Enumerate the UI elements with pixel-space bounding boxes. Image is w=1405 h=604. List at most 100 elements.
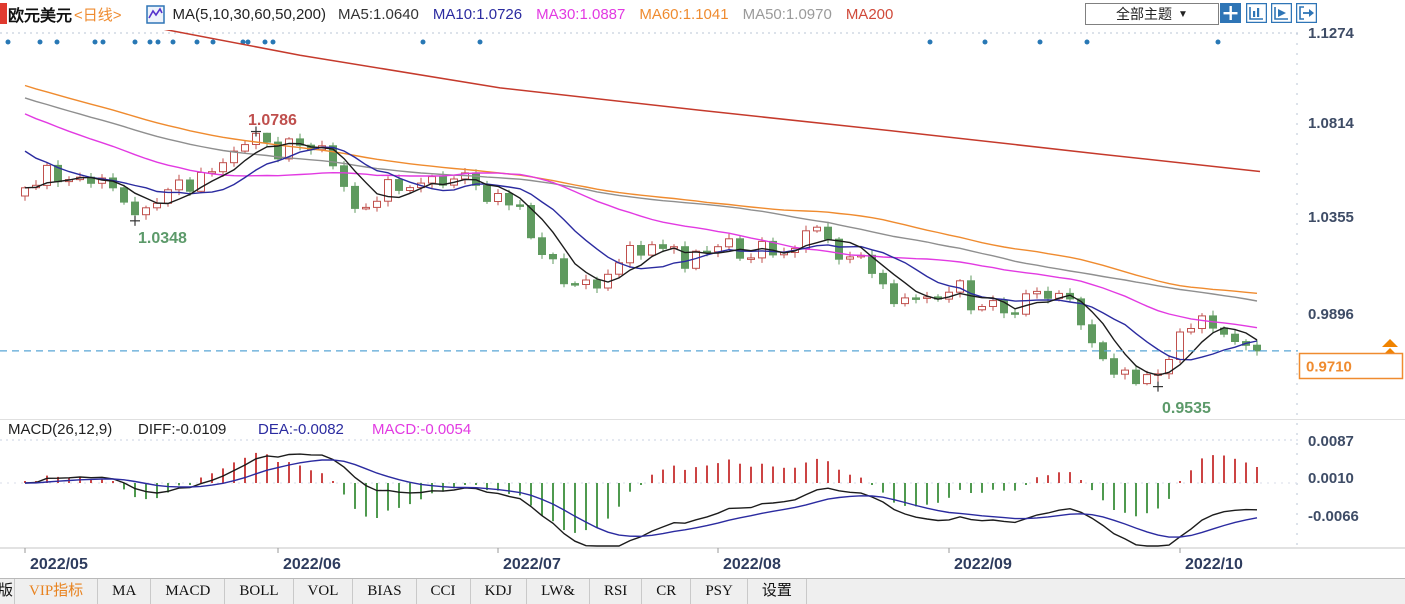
macd-macd-value: MACD:-0.0054 — [372, 421, 471, 438]
candle-body — [428, 176, 436, 184]
candle-body — [1044, 290, 1052, 299]
candle-body — [1231, 333, 1239, 343]
ma50-line — [24, 97, 1258, 302]
price-axis-label: 1.1274 — [1308, 25, 1355, 42]
candle-body — [351, 185, 359, 209]
candle-body — [384, 179, 392, 202]
tab-psy[interactable]: PSY — [691, 579, 748, 604]
theme-dropdown-label: 全部主题 — [1116, 6, 1173, 22]
ma-value: MA200 — [845, 5, 894, 23]
x-axis-label: 2022/06 — [283, 556, 341, 573]
x-axis-label: 2022/09 — [954, 556, 1012, 573]
candle-body — [1011, 312, 1019, 315]
crosshair-tool-button[interactable] — [1220, 3, 1241, 23]
price-axis-label: 1.0355 — [1308, 209, 1354, 226]
event-dot — [240, 39, 246, 45]
ma5-line — [24, 142, 1258, 376]
macd-title: MACD(26,12,9) — [8, 421, 112, 438]
candle-body — [593, 279, 601, 289]
candle-body — [219, 162, 227, 173]
candle-body — [1176, 331, 1184, 360]
trend-tool-button[interactable] — [1270, 2, 1293, 24]
candle-body — [1132, 369, 1140, 385]
ma-value: MA30:1.0887 — [536, 5, 626, 23]
tab-settings[interactable]: 设置 — [748, 579, 807, 604]
candle-body — [1088, 324, 1096, 344]
event-dot — [927, 39, 933, 45]
candle-body — [1165, 359, 1173, 375]
dea-line — [24, 459, 1258, 538]
candle-body — [648, 244, 656, 256]
candle-body — [274, 141, 282, 160]
event-dot — [170, 39, 176, 45]
candle-body — [582, 279, 590, 285]
tab-rsi[interactable]: RSI — [590, 579, 643, 604]
chart-header: 欧元美元 <日线> MA(5,10,30,60,50,200) MA5:1.06… — [0, 0, 1405, 28]
candle-body — [912, 297, 920, 300]
tab-boll[interactable]: BOLL — [225, 579, 294, 604]
candle-body — [890, 283, 898, 305]
tab-vip[interactable]: VIP指标 — [15, 579, 99, 604]
price-axis-label: 1.0814 — [1308, 115, 1355, 132]
tab-bias[interactable]: BIAS — [353, 579, 417, 604]
ma-params-label: MA(5,10,30,60,50,200) — [172, 5, 326, 23]
ma-value: MA5:1.0640 — [337, 5, 419, 23]
event-dot — [155, 39, 161, 45]
candle-body — [989, 300, 997, 308]
event-dot — [1215, 39, 1221, 45]
current-price-value: 0.9710 — [1306, 359, 1352, 376]
candle-body — [1143, 374, 1151, 385]
candle-body — [1253, 344, 1261, 352]
candle-body — [142, 207, 150, 216]
tab-macd[interactable]: MACD — [151, 579, 226, 604]
candle-body — [494, 193, 502, 202]
axis-labels: 1.1274 1.0814 1.0355 0.9896 0.0087 0.0010 -0.0… — [24, 25, 1359, 573]
macd-axis-label: 0.0010 — [1308, 470, 1354, 487]
tab-partial[interactable]: 版 — [0, 579, 15, 604]
tab-cr[interactable]: CR — [642, 579, 692, 604]
export-panel-button[interactable] — [1295, 2, 1318, 24]
theme-dropdown[interactable]: 全部主题 ▼ — [1085, 3, 1219, 25]
price-up-arrow-icon — [1382, 339, 1398, 347]
tab-ma[interactable]: MA — [98, 579, 152, 604]
ma60-line — [24, 84, 1258, 294]
tab-lw[interactable]: LW& — [527, 579, 590, 604]
candle-body — [813, 226, 821, 232]
candle-body — [175, 179, 183, 191]
candle-body — [901, 297, 909, 305]
macd-axis-label: -0.0066 — [1308, 508, 1359, 525]
tab-vol[interactable]: VOL — [294, 579, 354, 604]
price-annotation: 1.0348 — [138, 230, 187, 247]
candle-body — [824, 226, 832, 240]
candle-body — [131, 201, 139, 216]
candle-body — [835, 238, 843, 260]
grid-lines — [0, 32, 1405, 549]
candle-body — [516, 204, 524, 207]
candle-body — [560, 258, 568, 285]
ma-value: MA60:1.1041 — [639, 5, 729, 23]
event-dot — [420, 39, 426, 45]
event-dot — [5, 39, 11, 45]
candle-body — [868, 254, 876, 274]
tab-kdj[interactable]: KDJ — [471, 579, 528, 604]
event-dot — [1084, 39, 1090, 45]
line-chart-icon — [145, 4, 165, 24]
indicator-tab-bar: 版VIP指标MAMACDBOLLVOLBIASCCIKDJLW&RSICRPSY… — [0, 578, 1405, 604]
x-axis-label: 2022/07 — [503, 556, 561, 573]
event-dot — [92, 39, 98, 45]
candle-body — [483, 184, 491, 202]
event-dot — [54, 39, 60, 45]
tab-cci[interactable]: CCI — [417, 579, 471, 604]
candle-body — [406, 187, 414, 192]
event-dot — [194, 39, 200, 45]
candle-body — [373, 200, 381, 208]
candle-body — [527, 205, 535, 239]
x-axis-label: 2022/10 — [1185, 556, 1243, 573]
x-axis-label: 2022/05 — [30, 556, 88, 573]
bar-chart-tool-button[interactable] — [1245, 2, 1268, 24]
candle-body — [846, 256, 854, 260]
candle-body — [186, 179, 194, 192]
candle-body — [747, 257, 755, 260]
